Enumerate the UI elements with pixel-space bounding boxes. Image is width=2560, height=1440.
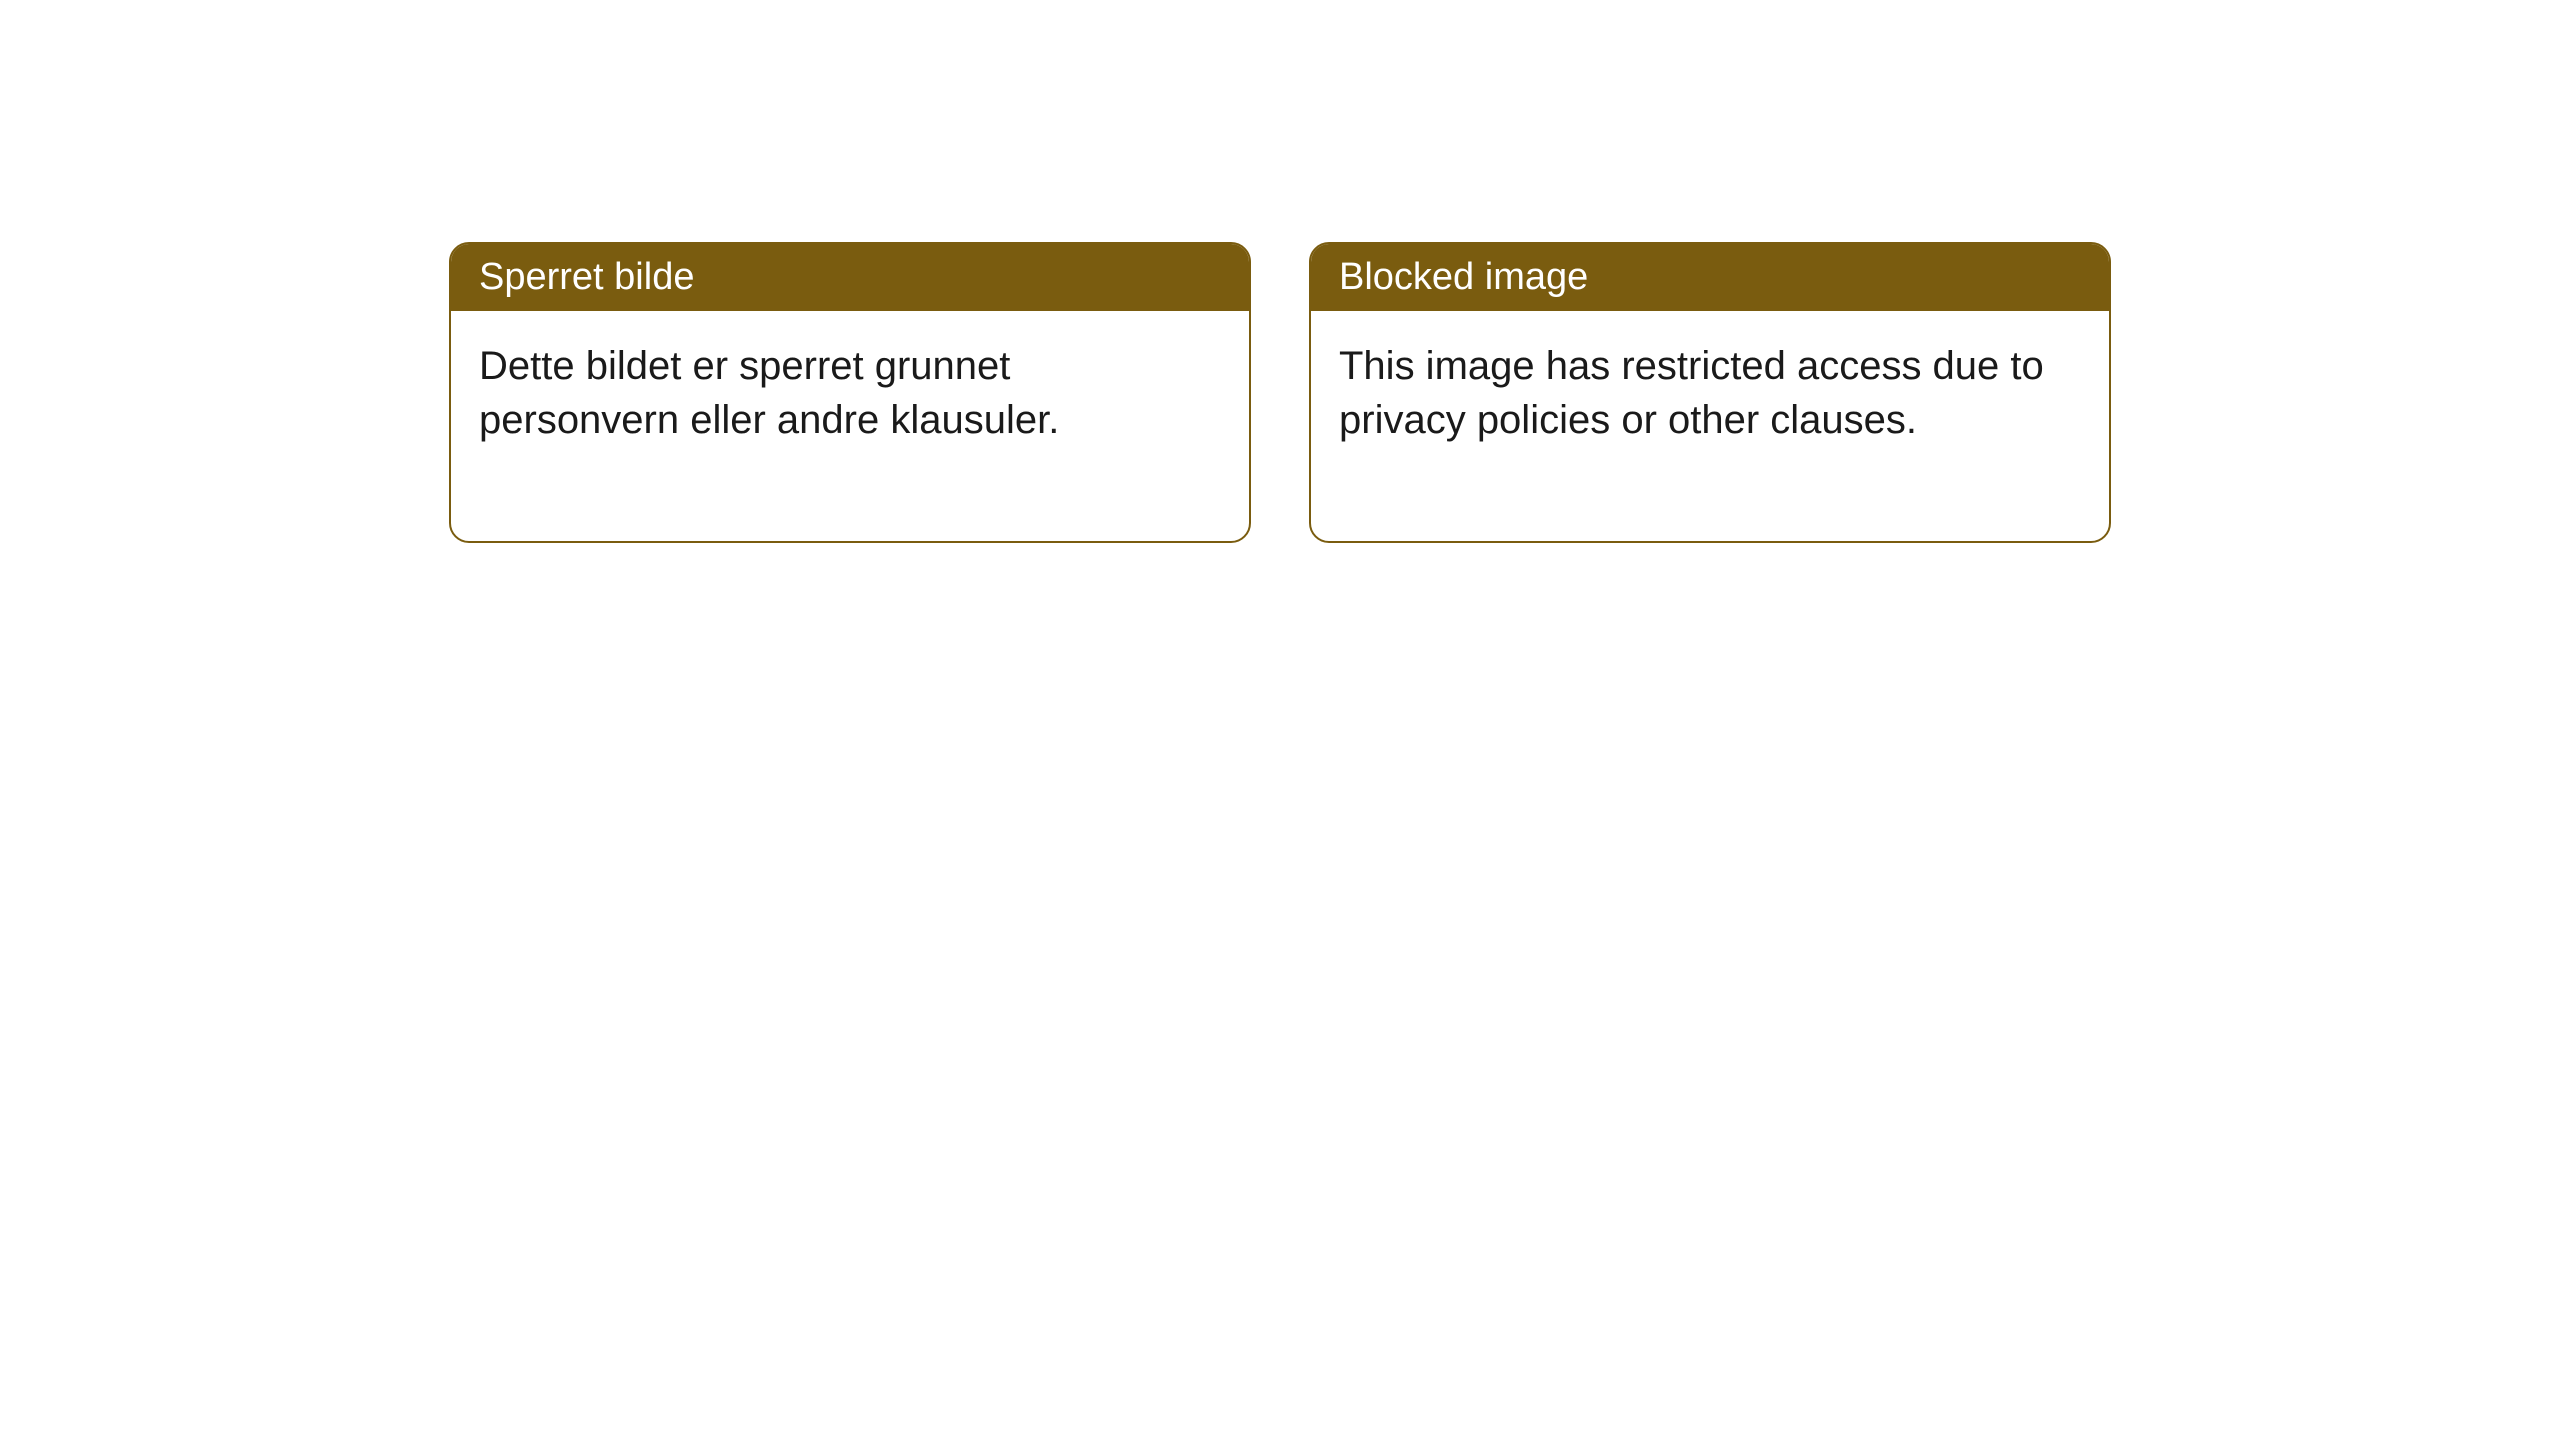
notice-card-norwegian: Sperret bilde Dette bildet er sperret gr… [449, 242, 1251, 543]
card-body: This image has restricted access due to … [1311, 311, 2109, 541]
notice-cards-row: Sperret bilde Dette bildet er sperret gr… [449, 242, 2111, 543]
card-header: Sperret bilde [451, 244, 1249, 311]
card-title: Blocked image [1339, 256, 1588, 298]
card-header: Blocked image [1311, 244, 2109, 311]
card-title: Sperret bilde [479, 256, 694, 298]
notice-card-english: Blocked image This image has restricted … [1309, 242, 2111, 543]
card-body-text: Dette bildet er sperret grunnet personve… [479, 344, 1059, 442]
card-body: Dette bildet er sperret grunnet personve… [451, 311, 1249, 541]
card-body-text: This image has restricted access due to … [1339, 344, 2044, 442]
